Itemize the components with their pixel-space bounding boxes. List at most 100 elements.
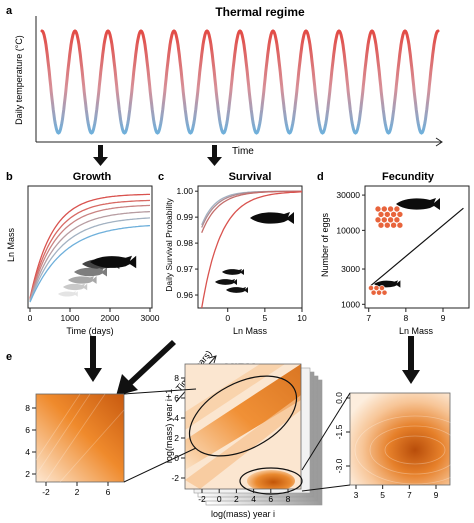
zoom-connectors: [123, 388, 351, 492]
egg: [387, 216, 394, 224]
panel-a-x-arrow: [435, 137, 443, 147]
right-x-tick-label: 5: [380, 490, 385, 500]
fecundity-x-tick-label: 8: [403, 313, 408, 323]
center-heatmap: [185, 364, 301, 489]
panel-d-letter: d: [317, 171, 324, 183]
egg: [387, 205, 394, 213]
panel-b-letter: b: [6, 171, 13, 183]
panel-d-title: Fecundity: [382, 171, 435, 183]
survival-y-tick-label: 0.99: [176, 212, 193, 222]
growth-curve-3: [29, 204, 151, 301]
center-x-tick-label: 2: [234, 494, 239, 504]
survival-curve-3: [201, 190, 302, 233]
ellipse-growth-region: [188, 375, 298, 457]
egg: [368, 285, 374, 291]
growth-curve-4: [29, 210, 151, 301]
panel-b-ylabel: Ln Mass: [6, 227, 16, 262]
survival-y-tick-label: 0.96: [176, 290, 193, 300]
arrow-a-to-c: [207, 145, 222, 166]
panel-a-letter: a: [6, 5, 13, 17]
egg: [374, 205, 382, 213]
survival-y-tick-label: 0.98: [176, 238, 193, 248]
egg: [380, 216, 388, 224]
panel-c-xlabel: Ln Mass: [233, 326, 268, 336]
right-y-tick-label: -3.0: [334, 458, 344, 473]
right-x-tick-label: 9: [434, 490, 439, 500]
egg: [396, 221, 404, 229]
arrow-b-to-e: [84, 336, 102, 382]
left-x-tick-label: 6: [106, 487, 111, 497]
arrow-a-to-b: [93, 145, 108, 166]
left-x-ticks: -2 2 6: [42, 482, 111, 497]
survival-curve-2: [201, 190, 302, 228]
growth-x-tick-label: 3000: [141, 313, 160, 323]
fecundity-illustration: [368, 198, 440, 296]
egg: [393, 205, 401, 213]
center-y-tick-label: 8: [174, 373, 179, 383]
survival-x-tick-label: 0: [225, 313, 230, 323]
fecundity-y-tick-label: 3000: [341, 264, 360, 274]
growth-curve-6: [29, 224, 151, 303]
egg: [381, 289, 388, 296]
temperature-wave: [40, 29, 440, 135]
egg: [383, 221, 391, 229]
center-y-ticks: -2 0 2 4 6 8: [171, 373, 185, 483]
growing-fish-illustration: [58, 255, 137, 297]
panel-a-xlabel: Time: [232, 146, 254, 157]
growth-x-tick-label: 1000: [61, 313, 80, 323]
arrow-c-to-e: [116, 340, 176, 396]
growth-curve-1: [29, 193, 150, 299]
panel-b-frame: [27, 185, 153, 309]
panel-c-y-ticks: 0.96 0.97 0.98 0.99 1.00: [176, 186, 198, 300]
panel-b-title: Growth: [73, 171, 112, 183]
center-xlabel: log(mass) year i: [211, 509, 275, 519]
panel-d-y-ticks: 1000 3000 10000 30000: [336, 190, 365, 309]
survival-curve-4: [201, 191, 302, 309]
center-y-tick-label: -2: [171, 473, 179, 483]
fecundity-line: [370, 207, 464, 287]
egg: [376, 289, 382, 296]
right-y-tick-label: -1.5: [334, 424, 344, 439]
survival-x-tick-label: 5: [262, 313, 267, 323]
ellipse-reproduction-region: [239, 467, 303, 495]
panel-e-letter: e: [6, 351, 12, 363]
right-heatmap: [349, 392, 451, 486]
panel-a-title: Thermal regime: [215, 5, 305, 19]
growth-curve-2: [29, 199, 151, 300]
center-y-tick-label: 2: [174, 433, 179, 443]
temperature-series: [40, 29, 440, 135]
center-ylabel: log(mass) year i+1: [164, 389, 174, 463]
left-y-tick-label: 4: [25, 447, 30, 457]
egg: [390, 221, 397, 229]
center-heatmap-frame: [184, 363, 302, 490]
center-x-tick-label: 4: [251, 494, 256, 504]
right-y-ticks: -3.0 -1.5 0.0: [334, 392, 350, 473]
panel-c-title: Survival: [229, 171, 272, 183]
panel-c-letter: c: [158, 171, 164, 183]
right-y-tick-label: 0.0: [334, 392, 344, 404]
left-heatmap-contours: [35, 393, 125, 483]
egg: [379, 285, 385, 291]
center-x-tick-label: 0: [217, 494, 222, 504]
left-y-tick-label: 8: [25, 403, 30, 413]
panel-c-x-ticks: 0 5 10: [225, 308, 307, 323]
survival-curves: [201, 190, 302, 309]
left-y-tick-label: 6: [25, 425, 30, 435]
egg: [393, 216, 401, 224]
fecundity-x-tick-label: 7: [366, 313, 371, 323]
center-x-tick-label: -2: [198, 494, 206, 504]
survival-x-tick-label: 10: [297, 313, 307, 323]
fecundity-x-tick-label: 9: [441, 313, 446, 323]
panel-d-ylabel: Number of eggs: [320, 212, 330, 277]
right-x-tick-label: 7: [407, 490, 412, 500]
panel-c-ylabel: Daily Survival Probability: [164, 197, 174, 291]
egg: [390, 211, 397, 218]
panel-b-x-ticks: 0 1000 2000 3000: [28, 308, 160, 323]
survival-y-tick-label: 0.97: [176, 264, 193, 274]
panel-d-frame: [364, 185, 470, 309]
panel-b-xlabel: Time (days): [66, 326, 113, 336]
egg: [377, 211, 385, 218]
panel-d-xlabel: Ln Mass: [399, 326, 434, 336]
right-x-ticks: 3 5 7 9: [354, 485, 439, 500]
